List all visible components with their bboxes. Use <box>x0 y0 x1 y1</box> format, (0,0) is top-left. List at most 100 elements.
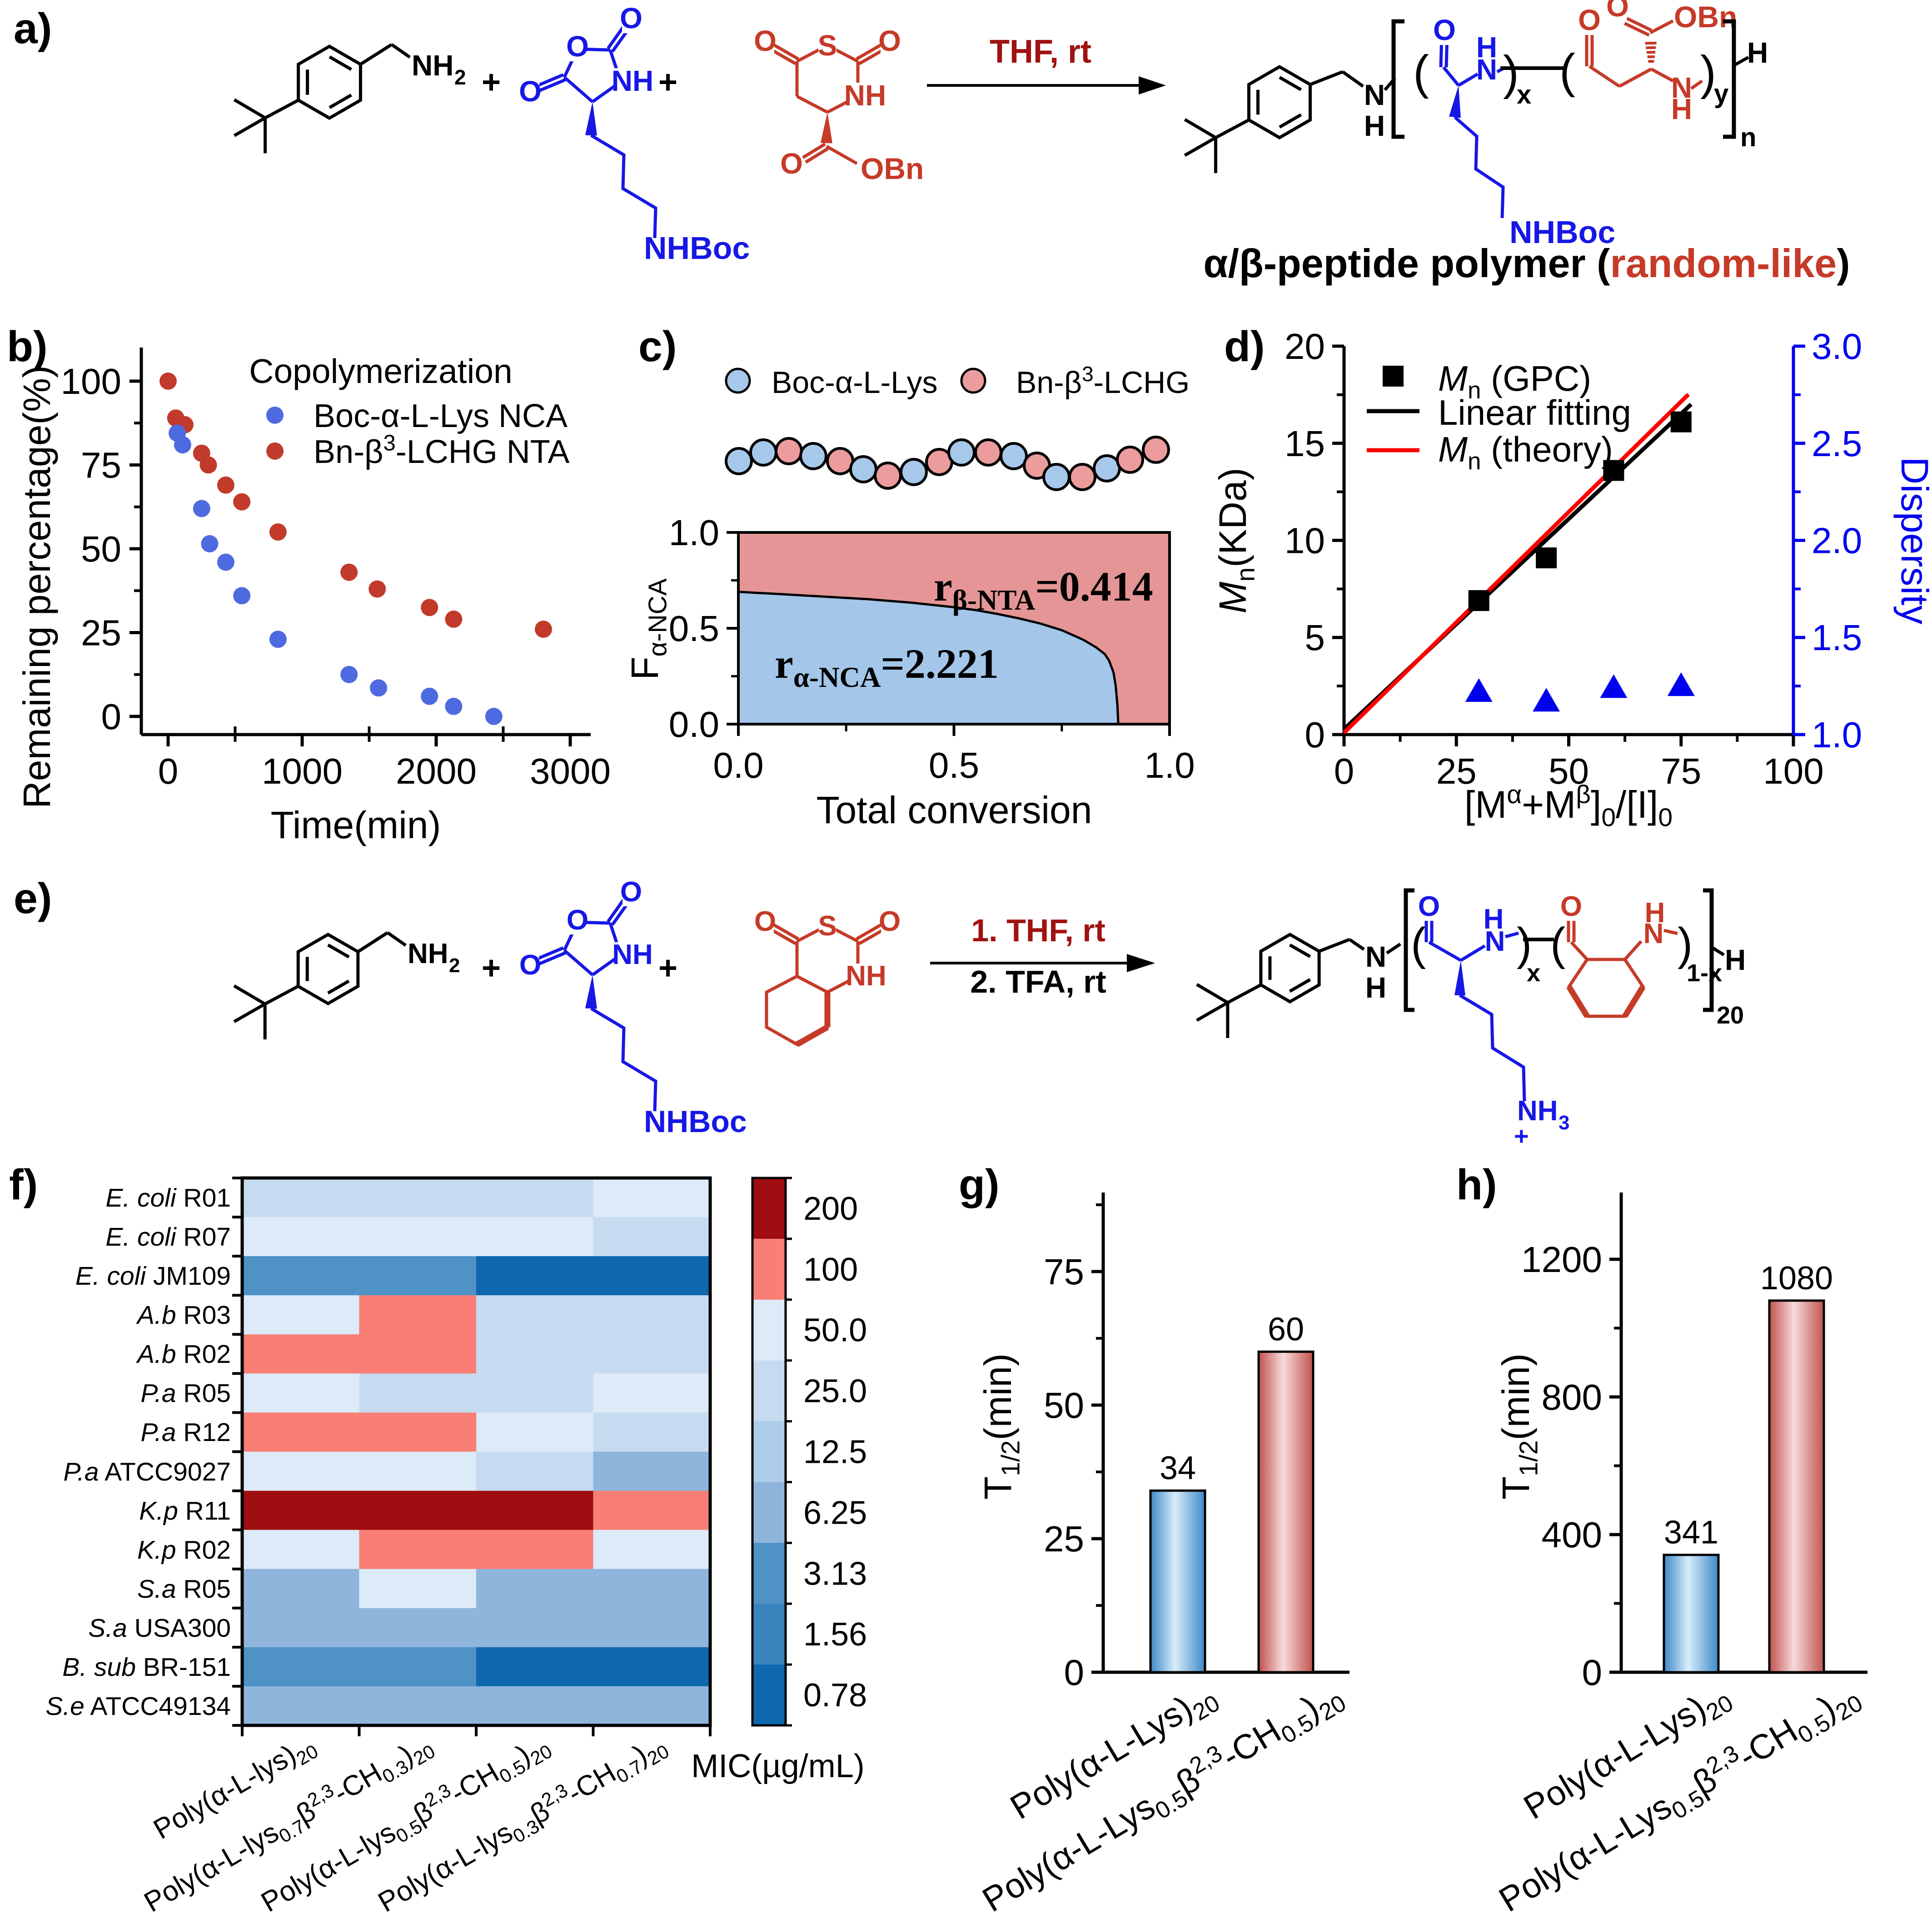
svg-text:x: x <box>1527 959 1540 987</box>
svg-text:+: + <box>658 950 677 986</box>
svg-text:a): a) <box>14 5 52 53</box>
svg-text:50.0: 50.0 <box>803 1312 867 1349</box>
svg-text:O: O <box>780 147 803 180</box>
svg-text:+: + <box>482 64 501 100</box>
svg-text:N: N <box>1643 918 1664 949</box>
svg-text:0: 0 <box>101 696 122 737</box>
svg-text:T1/2(min): T1/2(min) <box>976 1353 1026 1500</box>
svg-text:(: ( <box>1411 919 1426 969</box>
svg-text:341: 341 <box>1664 1515 1718 1551</box>
svg-text:H: H <box>1747 36 1768 69</box>
svg-text:+: + <box>482 950 501 986</box>
svg-text:50: 50 <box>81 529 121 569</box>
svg-text:O: O <box>754 25 777 57</box>
svg-text:0.5: 0.5 <box>669 608 719 649</box>
svg-text:O: O <box>566 30 589 63</box>
svg-text:0.5: 0.5 <box>929 745 979 785</box>
svg-text:P.a R12: P.a R12 <box>140 1418 231 1447</box>
svg-text:25: 25 <box>1044 1519 1084 1559</box>
svg-text:O: O <box>1433 14 1456 46</box>
svg-text:S: S <box>818 29 837 62</box>
svg-text:O: O <box>620 2 642 35</box>
svg-text:N: N <box>1485 926 1505 957</box>
svg-text:NH: NH <box>612 65 653 97</box>
svg-text:NH: NH <box>1517 1095 1558 1127</box>
svg-text:2.0: 2.0 <box>1812 521 1862 561</box>
svg-text:O: O <box>879 906 901 937</box>
svg-text:Fα-NCA: Fα-NCA <box>623 578 672 680</box>
svg-text:E. coli R07: E. coli R07 <box>105 1222 231 1252</box>
svg-text:2: 2 <box>449 954 460 977</box>
svg-text:H: H <box>1476 31 1497 64</box>
svg-text:25: 25 <box>1436 751 1477 791</box>
svg-text:0: 0 <box>1305 715 1325 755</box>
svg-text:N: N <box>1365 940 1386 973</box>
svg-text:[Mα+Mβ]0/[I]0: [Mα+Mβ]0/[I]0 <box>1464 780 1673 832</box>
svg-text:O: O <box>1418 891 1440 922</box>
svg-text:c): c) <box>638 323 677 371</box>
svg-text:K.p R11: K.p R11 <box>139 1496 231 1525</box>
svg-text:O: O <box>567 904 588 936</box>
svg-text:A.b R03: A.b R03 <box>136 1301 231 1330</box>
svg-text:g): g) <box>959 1161 1000 1209</box>
svg-text:H: H <box>1365 971 1386 1004</box>
svg-text:(: ( <box>1559 45 1575 98</box>
svg-text:H: H <box>1725 944 1746 976</box>
svg-text:N: N <box>1476 53 1497 86</box>
svg-text:+: + <box>1514 1122 1529 1150</box>
svg-text:20: 20 <box>1285 326 1325 367</box>
svg-text:1.5: 1.5 <box>1812 617 1862 658</box>
svg-text:Mn (theory): Mn (theory) <box>1438 429 1613 475</box>
svg-text:H: H <box>1364 109 1385 142</box>
svg-text:Bn-β3-LCHG: Bn-β3-LCHG <box>1016 362 1190 400</box>
svg-text:10: 10 <box>1285 521 1325 561</box>
svg-text:2.5: 2.5 <box>1812 423 1862 464</box>
svg-text:50: 50 <box>1549 751 1589 791</box>
svg-text:NH: NH <box>408 938 448 969</box>
svg-text:NH: NH <box>612 939 653 970</box>
svg-text:Boc-α-L-Lys NCA: Boc-α-L-Lys NCA <box>314 398 568 434</box>
svg-text:25.0: 25.0 <box>803 1373 867 1410</box>
svg-text:Linear fitting: Linear fitting <box>1438 393 1631 432</box>
svg-text:f): f) <box>9 1161 38 1209</box>
svg-text:1000: 1000 <box>262 751 343 791</box>
svg-text:O: O <box>1560 891 1582 922</box>
svg-text:1.0: 1.0 <box>1144 745 1195 785</box>
svg-text:1.0: 1.0 <box>669 512 719 553</box>
svg-text:12.5: 12.5 <box>803 1434 867 1471</box>
svg-text:O: O <box>519 949 541 981</box>
svg-text:NHBoc: NHBoc <box>644 230 750 266</box>
svg-text:O: O <box>754 906 776 937</box>
svg-text:60: 60 <box>1268 1311 1304 1347</box>
svg-text:O: O <box>1578 4 1601 36</box>
svg-text:A.b R02: A.b R02 <box>136 1340 231 1369</box>
svg-text:P.a R05: P.a R05 <box>140 1379 231 1408</box>
svg-text:1200: 1200 <box>1521 1239 1602 1280</box>
svg-text:2: 2 <box>454 65 466 89</box>
svg-text:15: 15 <box>1285 423 1325 464</box>
svg-text:20: 20 <box>1717 1002 1744 1029</box>
svg-text:75: 75 <box>81 445 121 486</box>
svg-text:2000: 2000 <box>396 751 477 791</box>
svg-text:rβ-NTA=0.414: rβ-NTA=0.414 <box>934 563 1153 616</box>
svg-text:400: 400 <box>1542 1515 1602 1555</box>
svg-text:3.0: 3.0 <box>1812 326 1862 367</box>
svg-text:100: 100 <box>1763 751 1823 791</box>
svg-text:3.13: 3.13 <box>803 1555 867 1592</box>
svg-text:0.0: 0.0 <box>713 745 763 785</box>
svg-text:N: N <box>1364 79 1385 111</box>
svg-text:NHBoc: NHBoc <box>644 1104 747 1139</box>
svg-text:h): h) <box>1456 1161 1497 1209</box>
svg-text:0: 0 <box>1582 1652 1603 1693</box>
svg-text:Total conversion: Total conversion <box>817 789 1092 831</box>
svg-text:S.e ATCC49134: S.e ATCC49134 <box>45 1692 231 1721</box>
svg-text:O: O <box>878 25 901 57</box>
svg-text:Bn-β3-LCHG NTA: Bn-β3-LCHG NTA <box>314 431 569 470</box>
svg-text:b): b) <box>7 323 48 371</box>
svg-text:0.0: 0.0 <box>669 704 719 745</box>
svg-text:): ) <box>1517 919 1532 969</box>
svg-text:0.78: 0.78 <box>803 1677 867 1714</box>
svg-text:Remaining percentage(%): Remaining percentage(%) <box>15 365 58 809</box>
svg-text:NHBoc: NHBoc <box>1509 214 1615 250</box>
svg-text:): ) <box>1700 46 1716 99</box>
